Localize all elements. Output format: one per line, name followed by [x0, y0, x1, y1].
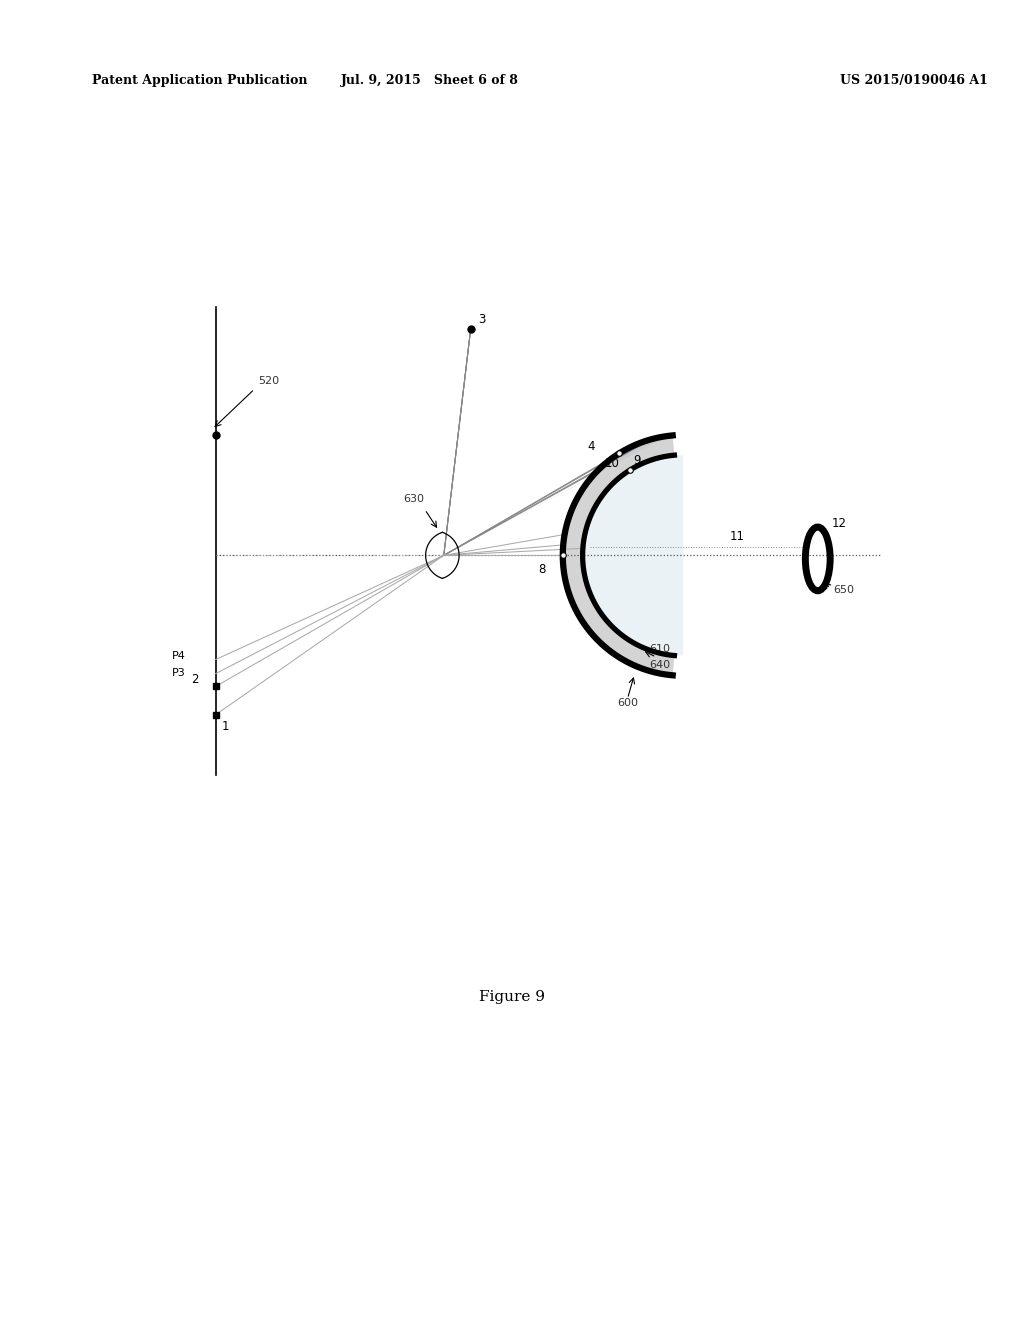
Polygon shape	[443, 436, 669, 556]
Text: 11: 11	[729, 529, 744, 543]
Text: 4: 4	[588, 440, 595, 453]
Text: 12: 12	[831, 517, 847, 531]
Polygon shape	[583, 455, 683, 656]
Text: Patent Application Publication: Patent Application Publication	[92, 74, 307, 87]
Text: 520: 520	[258, 376, 280, 385]
Text: US 2015/0190046 A1: US 2015/0190046 A1	[840, 74, 987, 87]
Text: 650: 650	[834, 585, 854, 595]
Text: 9: 9	[634, 454, 641, 467]
Text: P4: P4	[172, 652, 185, 661]
Text: 10: 10	[605, 457, 620, 470]
Text: 610: 610	[649, 644, 670, 655]
Text: 630: 630	[403, 494, 424, 504]
Text: Figure 9: Figure 9	[479, 990, 545, 1003]
Text: 600: 600	[616, 698, 638, 708]
Polygon shape	[563, 436, 675, 676]
Text: 2: 2	[190, 673, 199, 686]
Text: 1: 1	[221, 721, 229, 734]
Text: Jul. 9, 2015   Sheet 6 of 8: Jul. 9, 2015 Sheet 6 of 8	[341, 74, 519, 87]
Text: P3: P3	[172, 668, 185, 677]
Text: 8: 8	[538, 564, 546, 576]
Text: 640: 640	[649, 660, 671, 669]
Text: 3: 3	[478, 313, 485, 326]
